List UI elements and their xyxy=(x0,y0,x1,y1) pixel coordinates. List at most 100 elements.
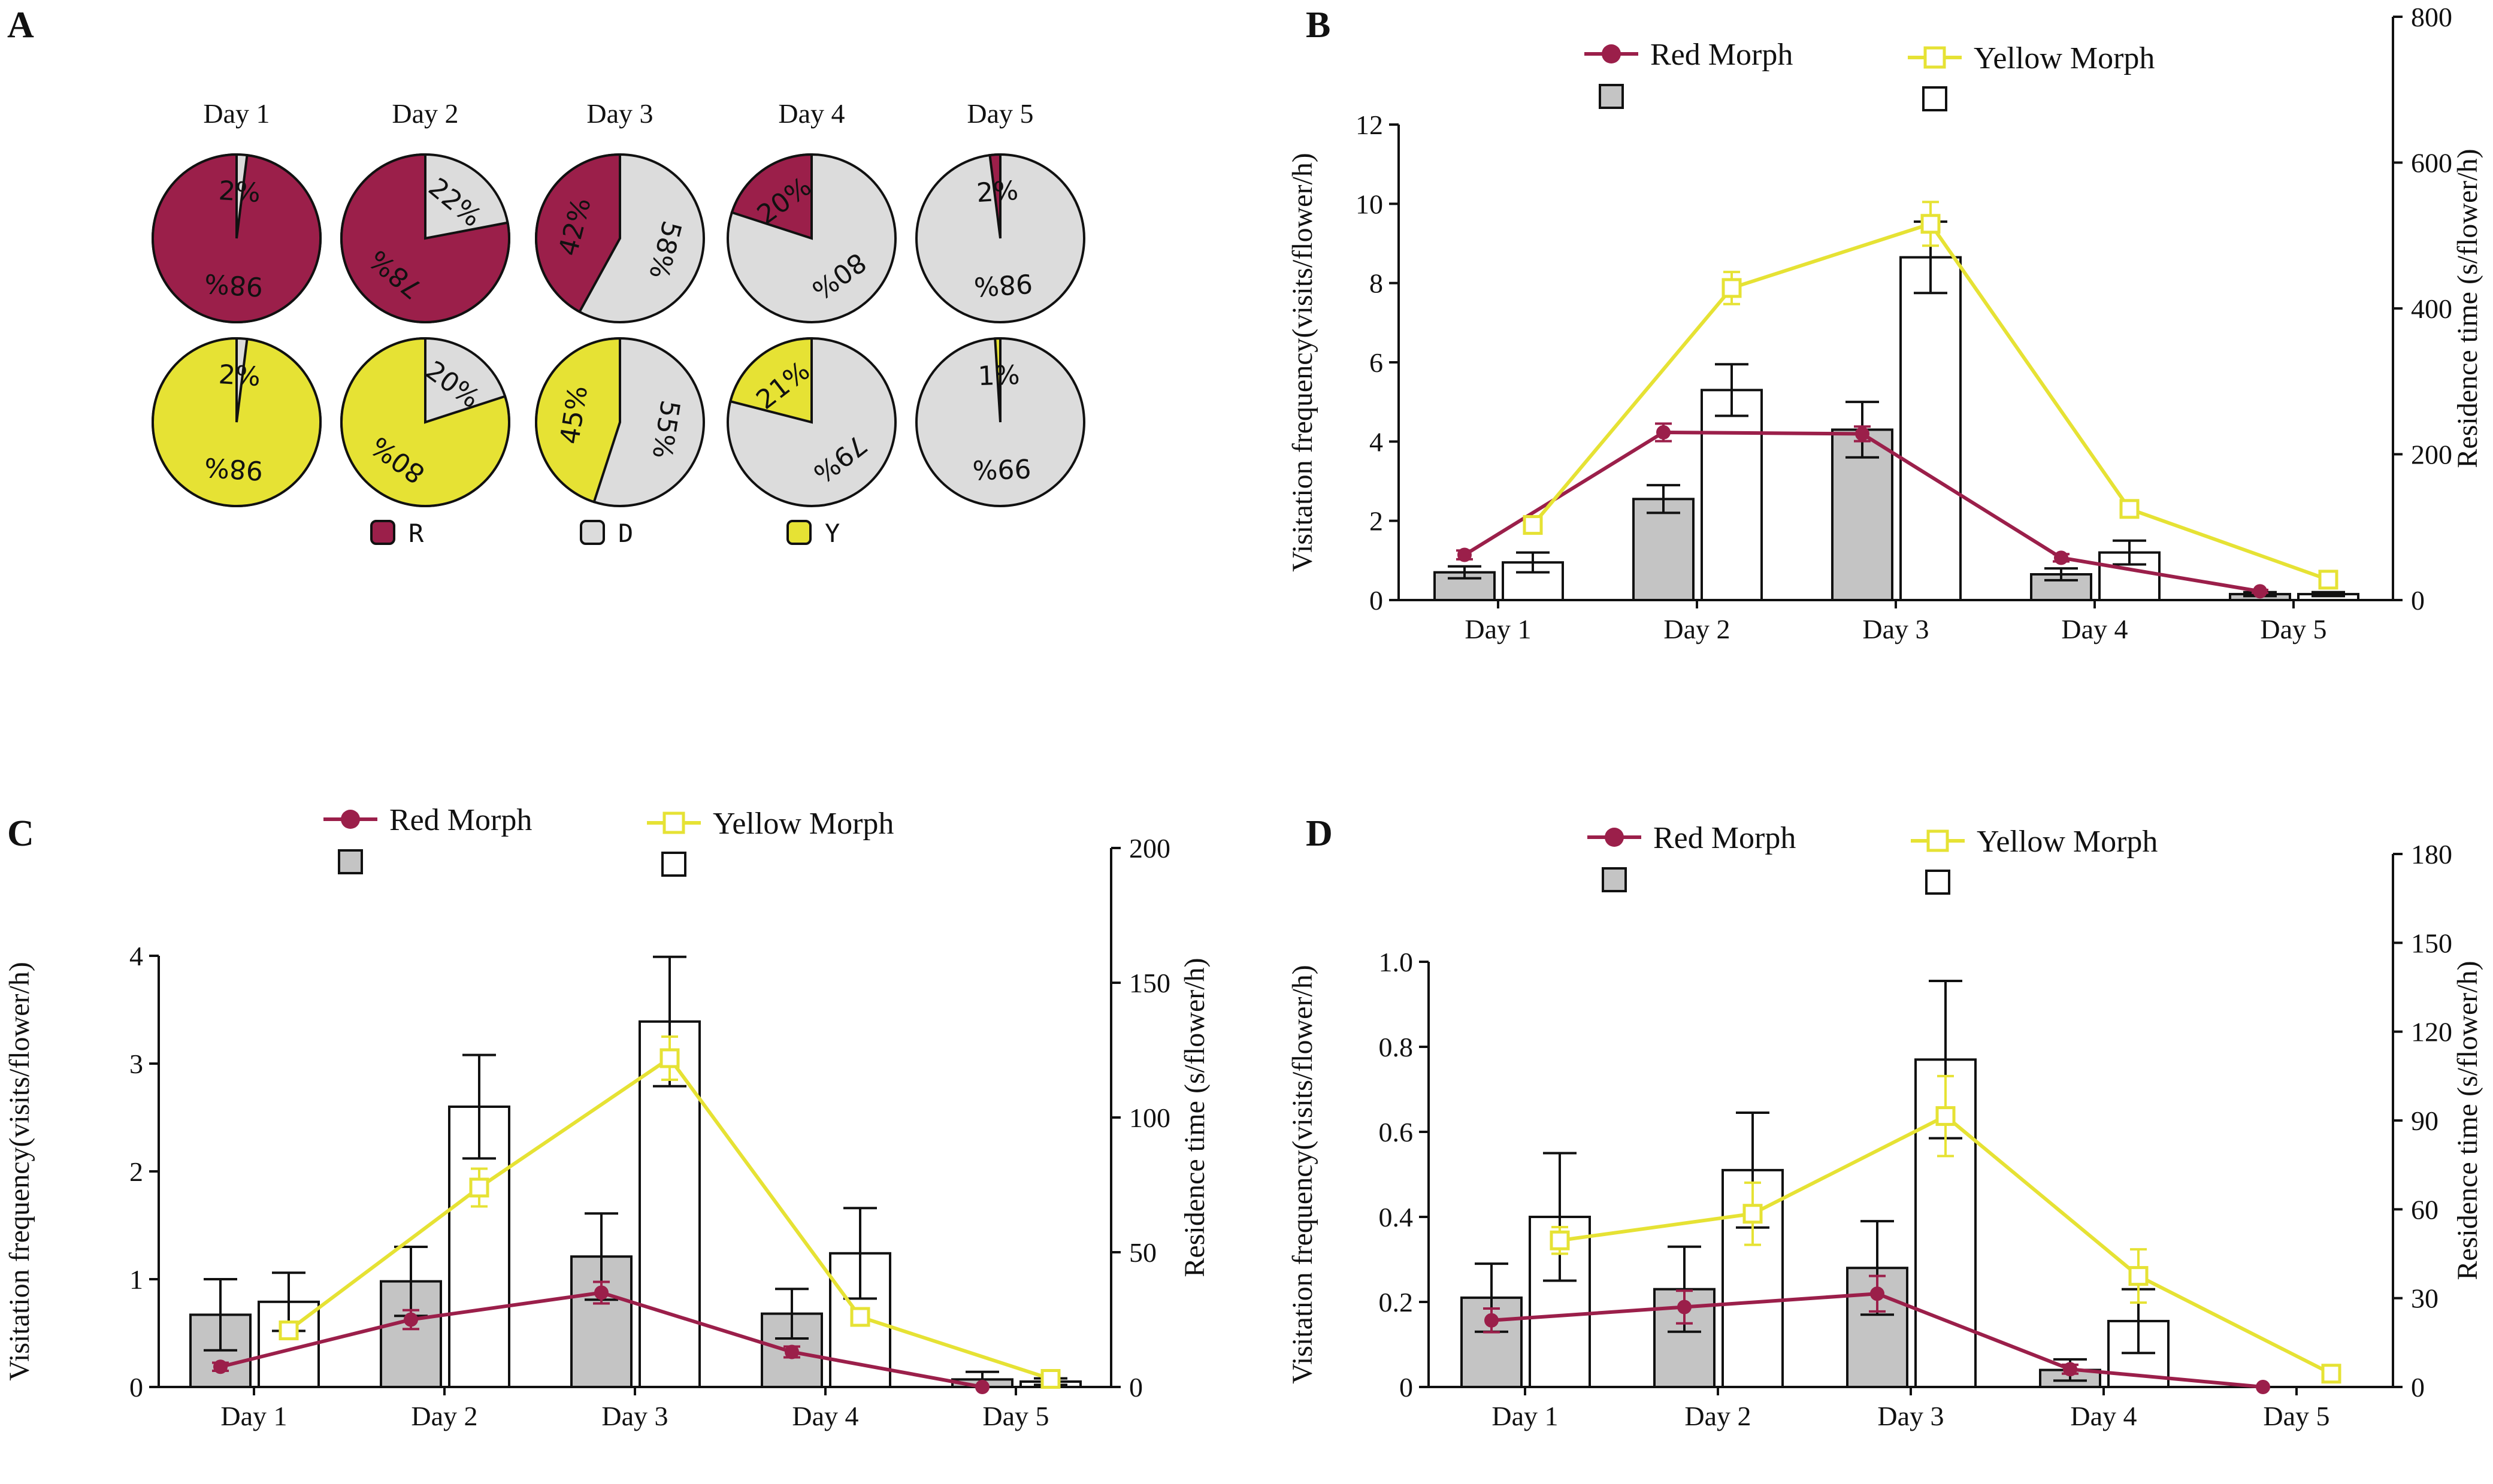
legend-label: R xyxy=(409,519,424,548)
y-tick-label-left: 0 xyxy=(129,1372,143,1403)
panel-d: D 0 0.2 0.4 0.6 0.8 1.0 0 30 60 90 120 150 180 Visita… xyxy=(1287,813,2483,1431)
panel-a: A Day 1 Day 2 Day 3 Day 4 Day 5 98% 2% 78%22% 4… xyxy=(7,5,1085,548)
x-tick-label: Day 4 xyxy=(2061,614,2128,644)
point-yellow-morph xyxy=(2119,499,2140,519)
legend-yellow-bar-swatch xyxy=(1925,870,1950,895)
x-tick-label: Day 4 xyxy=(792,1401,858,1431)
legend-swatch xyxy=(786,520,812,545)
y-tick-label-left: 0.2 xyxy=(1379,1287,1414,1318)
pie-day-label: Day 4 xyxy=(778,98,845,129)
y-tick-label-right: 30 xyxy=(2411,1283,2438,1314)
pie-day-label: Day 1 xyxy=(203,98,270,129)
pie-label-gray: 2% xyxy=(217,175,261,208)
point-yellow-morph xyxy=(850,1307,870,1327)
x-tick-label: Day 3 xyxy=(601,1401,668,1431)
y-tick-label-right: 150 xyxy=(1129,968,1170,998)
y-tick-label-left: 8 xyxy=(1369,268,1383,299)
pie-slice-colored xyxy=(730,153,813,240)
panel-b-label: B xyxy=(1306,5,1330,46)
pie-slice-colored xyxy=(535,153,621,314)
point-red-morph xyxy=(1677,1300,1692,1315)
point-yellow-morph xyxy=(1523,515,1543,535)
y-tick-label-left: 3 xyxy=(129,1049,143,1079)
y-tick-label-left: 4 xyxy=(1369,426,1383,457)
x-tick-label: Day 1 xyxy=(220,1401,287,1431)
point-yellow-morph xyxy=(1550,1230,1570,1250)
y-tick-label-left: 12 xyxy=(1356,110,1383,140)
chart-legend: Red Morph Yellow Morph xyxy=(323,803,894,877)
pie-day-labels: Day 1 Day 2 Day 3 Day 4 Day 5 xyxy=(203,98,1033,129)
red-morph-pie: 2% 98% xyxy=(915,153,1085,323)
x-tick-label: Day 1 xyxy=(1465,614,1531,644)
x-tick-label: Day 2 xyxy=(1663,614,1730,644)
x-tick-label: Day 5 xyxy=(982,1401,1049,1431)
x-tick-label: Day 3 xyxy=(1877,1401,1944,1431)
y-tick-label-right: 90 xyxy=(2411,1106,2438,1136)
pie-slice-colored xyxy=(152,153,322,323)
legend-yellow-marker xyxy=(662,811,685,834)
y-tick-label-right: 0 xyxy=(2411,1372,2425,1403)
pie-slice-colored xyxy=(728,337,813,424)
pie-label-gray: 2% xyxy=(217,359,261,392)
pie-slice-colored xyxy=(535,337,621,504)
y-tick-label-left: 2 xyxy=(1369,506,1383,537)
legend-red-marker xyxy=(341,810,360,829)
x-tick-label: Day 2 xyxy=(411,1401,477,1431)
x-tick-label: Day 4 xyxy=(2070,1401,2137,1431)
y-axis-title-right: Residence time (s/flower/h) xyxy=(1179,958,1211,1277)
point-yellow-morph xyxy=(1935,1106,1956,1126)
y-tick-label-left: 2 xyxy=(129,1156,143,1187)
red-morph-pie: 98% 2% xyxy=(152,153,322,323)
point-red-morph xyxy=(2256,1380,2270,1394)
point-red-morph xyxy=(1855,426,1869,441)
yellow-morph-pie: 1% 99% xyxy=(915,337,1085,507)
legend-label: Y xyxy=(825,519,840,548)
point-red-morph xyxy=(2253,584,2267,599)
point-yellow-morph xyxy=(1040,1369,1061,1389)
y-tick-label-left: 0.8 xyxy=(1379,1032,1414,1062)
red-morph-pie: 42% 58% xyxy=(535,153,705,323)
pie-slice-colored xyxy=(152,337,322,507)
point-red-morph xyxy=(594,1285,609,1300)
y-axis-title-right: Residence time (s/flower/h) xyxy=(2452,149,2483,468)
pie-day-label: Day 2 xyxy=(392,98,458,129)
legend-red-label: Red Morph xyxy=(1650,38,1793,72)
legend-red-bar-swatch xyxy=(1599,84,1624,109)
point-yellow-morph xyxy=(279,1321,299,1340)
point-yellow-morph xyxy=(1742,1204,1763,1224)
y-tick-label-right: 0 xyxy=(2411,585,2425,616)
y-tick-label-right: 600 xyxy=(2411,148,2452,178)
legend-yellow-label: Yellow Morph xyxy=(1974,41,2155,75)
legend-red-bar-swatch xyxy=(1602,867,1627,892)
y-tick-label-right: 200 xyxy=(1129,833,1170,864)
legend-red-label: Red Morph xyxy=(1653,821,1796,855)
y-tick-label-right: 800 xyxy=(2411,2,2452,32)
point-red-morph xyxy=(1457,547,1472,562)
point-red-morph xyxy=(404,1312,418,1327)
bar-red-morph xyxy=(1632,498,1695,602)
point-red-morph xyxy=(1870,1286,1884,1301)
x-tick-label: Day 5 xyxy=(2260,614,2326,644)
pie-label-colored: 98% xyxy=(204,268,264,302)
bar-yellow-morph xyxy=(1899,256,1962,601)
y-tick-label-left: 0 xyxy=(1369,585,1383,616)
panel-c: C 0 1 2 3 4 0 50 100 150 200 Visitation frequency(… xyxy=(4,803,1211,1431)
point-red-morph xyxy=(2063,1362,2077,1377)
panel-b: B 0 2 4 6 8 10 12 0 200 400 600 800 Visitation frequ… xyxy=(1287,2,2483,644)
point-red-morph xyxy=(1484,1313,1499,1328)
pie-slice-colored xyxy=(994,337,1002,423)
x-tick-label: Day 1 xyxy=(1491,1401,1558,1431)
legend-yellow-label: Yellow Morph xyxy=(713,807,894,841)
point-red-morph xyxy=(213,1359,228,1374)
legend-red-marker xyxy=(1605,828,1624,847)
panel-d-label: D xyxy=(1306,813,1333,854)
y-tick-label-left: 1.0 xyxy=(1379,947,1414,977)
point-red-morph xyxy=(2054,550,2068,565)
y-tick-label-right: 50 xyxy=(1129,1237,1157,1268)
panel-a-label: A xyxy=(7,5,34,46)
pie-label-colored: 2% xyxy=(976,175,1019,208)
point-red-morph xyxy=(1656,425,1671,440)
bar-yellow-morph xyxy=(1502,561,1564,601)
